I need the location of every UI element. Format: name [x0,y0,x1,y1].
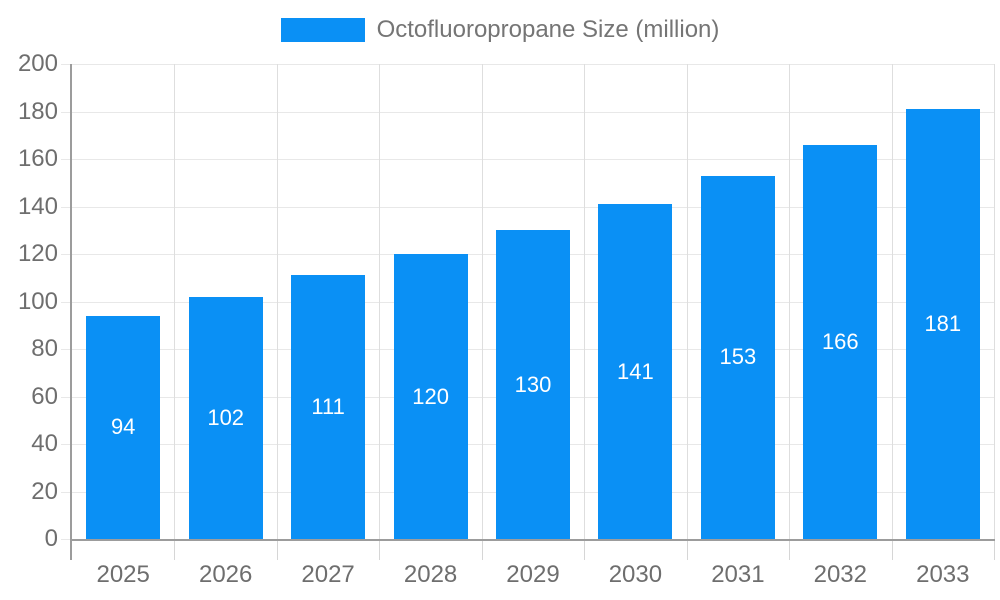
y-axis-tick-label: 180 [17,97,58,125]
y-tick [61,111,70,113]
bar-value-label: 94 [110,414,136,440]
y-axis-tick-label: 160 [17,145,58,172]
x-tick [481,541,483,560]
bar-2025[interactable]: 94 [86,315,161,540]
x-axis-tick-label: 2028 [403,561,458,588]
bar-value-label: 120 [412,383,449,409]
bar-2027[interactable]: 111 [291,275,366,539]
bar-2032[interactable]: 166 [803,144,878,540]
y-axis-tick-label: 140 [17,192,58,220]
bar-value-label: 141 [617,358,654,384]
bar-value-label: 166 [821,328,859,354]
bar-2029[interactable]: 130 [496,230,570,540]
x-gridline [789,64,791,539]
y-axis-line [70,64,72,560]
x-tick [379,541,381,560]
chart-legend[interactable]: Octofluoropropane Size (million) [0,16,1000,44]
x-axis-tick-label: 2027 [301,561,355,588]
y-axis-tick-label: 60 [31,382,58,410]
bar-value-label: 181 [924,311,962,337]
legend-swatch [280,18,365,42]
y-axis-tick-label: 0 [44,525,58,552]
y-gridline [72,111,994,113]
y-tick [61,349,70,350]
y-tick [61,444,70,445]
y-tick [61,206,70,208]
y-gridline [72,206,994,208]
y-gridline [72,64,994,65]
x-axis-tick-label: 2033 [916,561,970,588]
y-tick [61,301,70,303]
bar-value-label: 111 [311,394,345,420]
x-axis-tick-label: 2030 [608,561,663,588]
x-tick [276,541,278,560]
bar-2026[interactable]: 102 [188,296,263,540]
y-axis-tick-label: 100 [17,287,58,315]
y-axis-tick-label: 120 [17,240,58,267]
bar-2030[interactable]: 141 [598,204,673,539]
x-gridline [686,64,688,539]
bar-value-label: 153 [719,344,757,370]
y-tick [61,396,70,398]
bar-value-label: 102 [207,404,245,430]
y-tick [61,254,70,255]
y-tick [61,64,70,65]
x-axis-tick-label: 2029 [506,561,560,588]
x-axis-tick-label: 2025 [96,561,150,588]
y-tick [61,491,70,493]
x-tick [891,541,893,560]
bar-2031[interactable]: 153 [700,175,775,539]
x-gridline [174,64,176,539]
bar-2028[interactable]: 120 [393,254,468,539]
legend-label: Octofluoropropane Size (million) [376,16,720,43]
y-axis-tick-label: 80 [31,335,58,362]
y-axis-tick-label: 20 [31,477,58,505]
y-tick [61,159,70,160]
x-axis-tick-label: 2031 [711,561,765,588]
x-axis-tick-label: 2026 [198,561,253,588]
x-gridline [379,64,381,539]
x-gridline [276,64,278,539]
x-gridline [584,64,586,539]
y-tick [61,539,70,540]
x-tick [174,541,176,560]
y-axis-tick-label: 40 [31,430,58,457]
x-tick [686,541,688,560]
x-gridline [481,64,483,539]
bar-2033[interactable]: 181 [905,109,980,539]
bar-value-label: 130 [514,371,552,397]
x-gridline [994,64,995,539]
x-axis-tick-label: 2032 [813,561,867,588]
x-axis-line [70,539,995,541]
x-tick [789,541,791,560]
x-tick [994,541,995,560]
x-tick [584,541,586,560]
y-gridline [72,159,994,160]
y-axis-tick-label: 200 [17,50,58,77]
x-gridline [891,64,893,539]
